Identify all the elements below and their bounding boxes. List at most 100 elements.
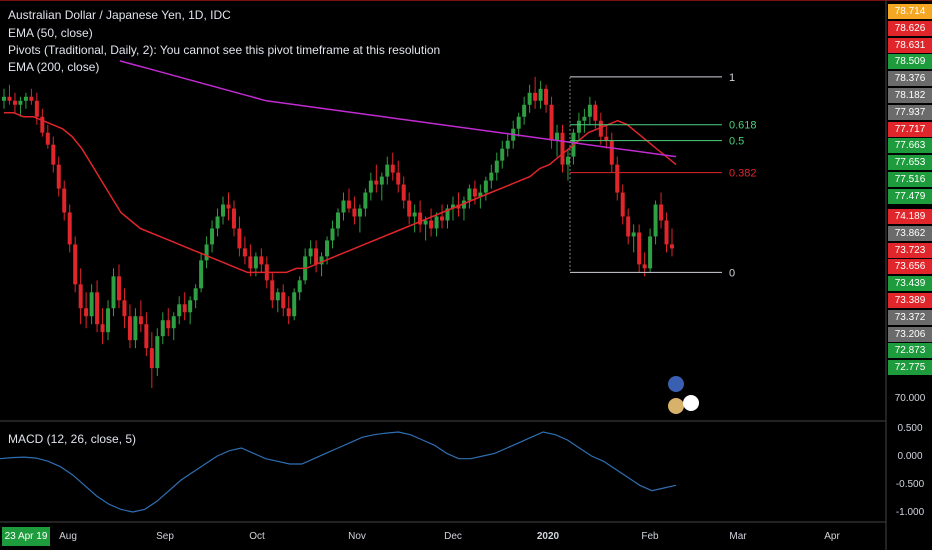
candle-body	[40, 116, 45, 133]
candle-body	[341, 200, 346, 213]
candle-body	[604, 136, 609, 141]
time-axis-tick: Mar	[729, 531, 747, 542]
candle-body	[653, 204, 658, 237]
candle-body	[374, 180, 379, 185]
price-axis-badge: 73.206	[888, 326, 932, 342]
candle-body	[248, 256, 253, 269]
price-axis-badge: 78.376	[888, 71, 932, 87]
candle-body	[664, 220, 669, 245]
candle-body	[544, 88, 549, 105]
candle-body	[270, 280, 275, 301]
price-axis-badge: 78.509	[888, 54, 932, 70]
time-axis-tick: Feb	[641, 531, 659, 542]
candle-body	[527, 92, 532, 105]
price-axis-badge: 78.626	[888, 20, 932, 36]
candle-body	[100, 324, 105, 333]
candle-body	[615, 164, 620, 193]
candle-body	[166, 320, 171, 329]
candle-body	[2, 96, 6, 101]
candle-body	[231, 208, 236, 229]
price-axis-badge: 73.656	[888, 259, 932, 275]
candle-body	[138, 316, 143, 325]
candle-body	[549, 104, 554, 141]
candle-body	[631, 232, 636, 237]
candle-body	[259, 256, 264, 265]
candle-body	[122, 300, 127, 317]
candle-body	[215, 216, 220, 229]
candle-body	[182, 304, 187, 313]
candle-body	[516, 116, 521, 129]
price-axis-badge: 77.717	[888, 121, 932, 137]
candle-body	[78, 284, 83, 309]
candle-body	[95, 292, 100, 325]
candle-body	[171, 316, 176, 329]
price-axis-badge: 78.631	[888, 37, 932, 53]
candle-body	[286, 308, 291, 317]
candle-body	[133, 316, 138, 341]
candle-body	[500, 148, 505, 161]
candle-body	[522, 104, 527, 117]
candle-body	[620, 192, 625, 217]
globe-icon[interactable]	[668, 376, 684, 392]
price-axis-badge: 77.479	[888, 188, 932, 204]
candle-body	[160, 320, 165, 337]
events-icon[interactable]	[668, 398, 684, 414]
candle-body	[565, 156, 570, 165]
candle-body	[292, 292, 297, 317]
candle-body	[593, 104, 598, 121]
candle-body	[407, 200, 412, 217]
candle-body	[505, 140, 510, 149]
candle-body	[587, 104, 592, 117]
candle-body	[149, 348, 154, 369]
time-axis-tick: Aug	[59, 531, 77, 542]
candle-body	[51, 144, 56, 165]
macd-line	[0, 431, 677, 513]
candle-body	[314, 248, 319, 265]
macd-legend[interactable]: MACD (12, 26, close, 5)	[8, 432, 137, 446]
dividend-icon[interactable]	[683, 395, 699, 411]
candle-body	[659, 204, 664, 221]
fib-level-label: 0.382	[729, 168, 757, 180]
ema200-legend[interactable]: EMA (200, close)	[8, 60, 100, 74]
time-axis-tick: Nov	[348, 531, 366, 542]
candle-body	[210, 228, 215, 245]
ema50-legend[interactable]: EMA (50, close)	[8, 26, 93, 40]
candle-body	[346, 200, 351, 209]
candle-body	[363, 192, 368, 209]
candle-body	[89, 292, 94, 317]
candle-body	[253, 256, 258, 269]
candle-body	[445, 208, 450, 221]
price-axis-badge: 73.439	[888, 276, 932, 292]
candle-body	[472, 188, 477, 197]
candle-body	[609, 140, 614, 165]
time-axis-tick: Sep	[156, 531, 174, 542]
candle-body	[275, 292, 280, 301]
chart-title: Australian Dollar / Japanese Yen, 1D, ID…	[8, 8, 231, 22]
candle-body	[106, 308, 111, 333]
candle-body	[144, 324, 149, 349]
fib-level-label: 0.618	[729, 120, 757, 132]
pivots-legend[interactable]: Pivots (Traditional, Daily, 2): You cann…	[8, 43, 441, 57]
candle-body	[423, 220, 428, 225]
candle-body	[357, 208, 362, 217]
fib-level-label: 0.5	[729, 136, 744, 148]
price-axis-badge: 72.873	[888, 343, 932, 359]
candle-body	[319, 256, 324, 265]
price-axis-badge: 77.516	[888, 172, 932, 187]
price-axis-badge: 73.389	[888, 293, 932, 308]
candle-body	[188, 300, 193, 313]
candle-body	[29, 96, 34, 101]
candle-body	[483, 180, 488, 193]
candle-body	[396, 172, 401, 185]
candle-body	[242, 248, 247, 257]
candle-body	[73, 244, 78, 285]
candle-body	[308, 248, 313, 257]
candle-body	[127, 316, 132, 341]
candle-body	[12, 100, 17, 105]
candle-body	[155, 336, 160, 369]
candle-body	[533, 92, 538, 101]
candle-body	[281, 292, 286, 309]
candle-body	[226, 204, 231, 209]
